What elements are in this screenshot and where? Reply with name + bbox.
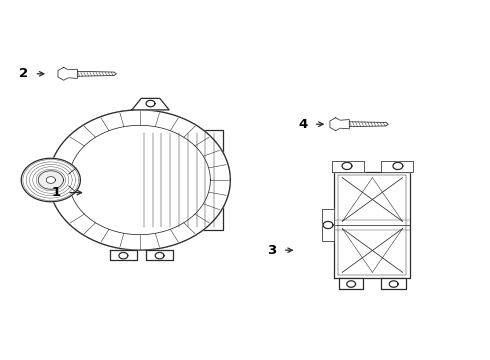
Polygon shape	[381, 278, 406, 289]
Polygon shape	[322, 209, 334, 241]
Polygon shape	[132, 98, 169, 110]
Polygon shape	[69, 174, 76, 186]
Polygon shape	[46, 177, 55, 183]
Polygon shape	[110, 250, 137, 260]
Polygon shape	[342, 162, 352, 170]
Polygon shape	[146, 250, 173, 260]
Polygon shape	[339, 278, 364, 289]
Polygon shape	[58, 67, 70, 80]
Polygon shape	[38, 171, 63, 189]
Polygon shape	[389, 281, 398, 287]
Polygon shape	[21, 158, 80, 202]
Polygon shape	[381, 161, 413, 172]
Text: 4: 4	[298, 118, 307, 131]
Polygon shape	[341, 120, 349, 129]
Polygon shape	[347, 281, 356, 287]
Polygon shape	[146, 100, 155, 107]
Polygon shape	[49, 110, 230, 250]
Polygon shape	[69, 69, 77, 78]
Text: 1: 1	[52, 186, 61, 199]
Polygon shape	[155, 252, 164, 259]
Polygon shape	[334, 172, 411, 278]
Polygon shape	[323, 221, 333, 229]
Polygon shape	[119, 252, 128, 259]
Polygon shape	[393, 162, 403, 170]
Text: 2: 2	[19, 67, 28, 80]
Polygon shape	[330, 118, 342, 131]
Polygon shape	[49, 110, 230, 250]
Text: 3: 3	[268, 244, 276, 257]
Polygon shape	[135, 130, 223, 230]
Polygon shape	[332, 161, 364, 172]
